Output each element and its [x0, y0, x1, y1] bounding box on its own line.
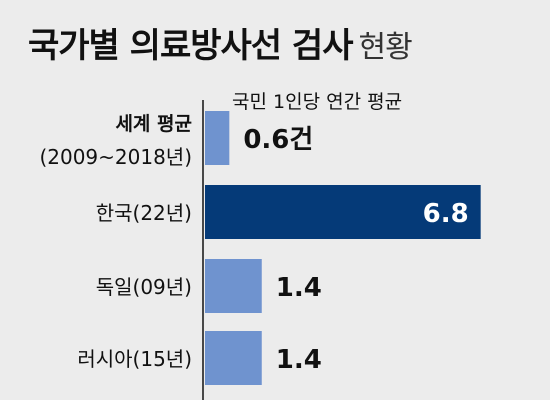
chart-title-suffix: 현황	[358, 30, 412, 65]
category-label-0: 세계 평균 (2009~2018년)	[39, 113, 192, 169]
chart-title: 국가별 의료방사선 검사 현황	[28, 18, 413, 67]
chart-subtitle: 국민 1인당 연간 평균	[232, 91, 402, 113]
value-label-2: 1.4	[276, 273, 322, 303]
value-label-3: 1.4	[276, 345, 322, 375]
bar-1	[205, 185, 481, 239]
value-label-0: 0.6건	[243, 125, 313, 155]
value-label-1: 6.8	[423, 199, 469, 229]
category-label-1: 한국(22년)	[96, 201, 192, 225]
bar-2	[205, 259, 262, 313]
chart-title-main: 국가별 의료방사선 검사	[28, 26, 353, 66]
bar-0	[205, 111, 230, 165]
bar-3	[205, 331, 262, 385]
category-label-2: 독일(09년)	[96, 275, 192, 299]
category-label-3: 러시아(15년)	[77, 347, 192, 371]
